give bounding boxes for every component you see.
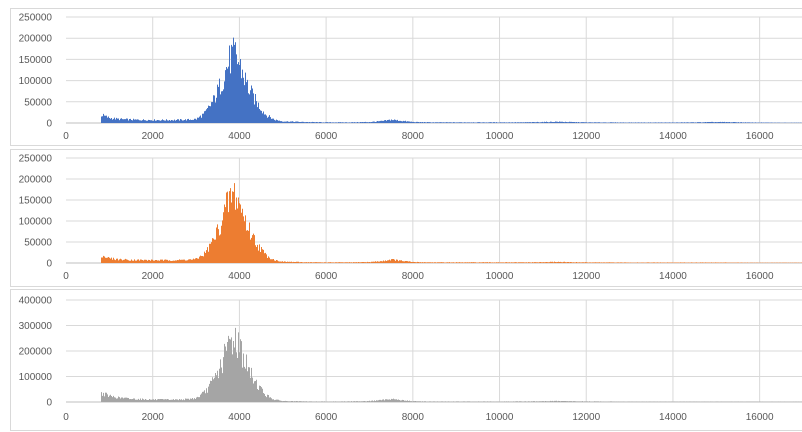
chart-1-y-tick-label: 50000 <box>24 97 52 108</box>
chart-1-x-tick-label: 12000 <box>572 131 600 142</box>
chart-1-x-tick-label: 14000 <box>659 131 687 142</box>
chart-3-x-tick-label: 0 <box>63 412 69 423</box>
chart-2-x-tick-label: 6000 <box>315 271 338 282</box>
chart-2-y-tick-label: 50000 <box>24 238 52 249</box>
chart-3-y-tick-label: 300000 <box>19 321 53 332</box>
chart-3-bars <box>102 328 802 402</box>
chart-3-x-tick-label: 14000 <box>659 412 687 423</box>
chart-3-x-tick-label: 2000 <box>142 412 165 423</box>
chart-3-svg: 0 100000 200000 300000 400000 0 2000 4000 6000 80… <box>11 290 802 432</box>
chart-2-y-tick-label: 200000 <box>19 175 53 186</box>
chart-1-x-tick-label: 16000 <box>746 131 774 142</box>
chart-2-x-tick-label: 4000 <box>228 271 251 282</box>
chart-3-x-tick-label: 8000 <box>402 412 425 423</box>
chart-1-x-tick-label: 6000 <box>315 131 338 142</box>
chart-3-x-tick-label: 12000 <box>572 412 600 423</box>
chart-3-x-tick-label: 4000 <box>228 412 251 423</box>
chart-1-x-tick-label: 8000 <box>402 131 425 142</box>
chart-2-x-tick-label: 12000 <box>572 271 600 282</box>
chart-2-x-tick-label: 8000 <box>402 271 425 282</box>
chart-1-y-tick-label: 250000 <box>19 13 53 24</box>
chart-3-x-tick-label: 16000 <box>746 412 774 423</box>
chart-2-y-tick-label: 0 <box>46 259 52 270</box>
chart-1-y-tick-label: 150000 <box>19 55 53 66</box>
chart-2-x-tick-label: 0 <box>63 271 69 282</box>
chart-3-x-tick-label: 10000 <box>486 412 514 423</box>
chart-2-y-tick-label: 150000 <box>19 196 53 207</box>
chart-1-svg: 0 50000 100000 150000 200000 250000 0 2000 4000 6… <box>11 9 802 147</box>
chart-2-svg: 0 50000 100000 150000 200000 250000 0 2000 4000 6… <box>11 150 802 288</box>
chart-3-x-tick-label: 6000 <box>315 412 338 423</box>
chart-2-y-tick-label: 250000 <box>19 154 53 165</box>
chart-panel-3: 0 100000 200000 300000 400000 0 2000 4000 6000 80… <box>10 289 802 431</box>
chart-3-y-tick-label: 200000 <box>19 347 53 358</box>
chart-1-y-tick-label: 100000 <box>19 76 53 87</box>
chart-1-x-tick-label: 2000 <box>142 131 165 142</box>
chart-2-x-tick-label: 16000 <box>746 271 774 282</box>
chart-3-y-tick-label: 0 <box>46 398 52 409</box>
chart-2-x-tick-label: 10000 <box>486 271 514 282</box>
chart-3-y-tick-label: 100000 <box>19 372 53 383</box>
chart-1-x-tick-label: 4000 <box>228 131 251 142</box>
chart-2-y-tick-label: 100000 <box>19 217 53 228</box>
chart-2-x-tick-label: 2000 <box>142 271 165 282</box>
chart-1-x-tick-label: 0 <box>63 131 69 142</box>
chart-2-bars <box>102 183 802 263</box>
chart-2-x-tick-label: 14000 <box>659 271 687 282</box>
chart-panel-1: 0 50000 100000 150000 200000 250000 0 2000 4000 6… <box>10 8 802 146</box>
chart-panel-2: 0 50000 100000 150000 200000 250000 0 2000 4000 6… <box>10 149 802 287</box>
chart-1-x-tick-label: 10000 <box>486 131 514 142</box>
chart-3-y-tick-label: 400000 <box>19 296 53 307</box>
chart-1-y-tick-label: 200000 <box>19 34 53 45</box>
chart-1-y-tick-label: 0 <box>46 119 52 130</box>
